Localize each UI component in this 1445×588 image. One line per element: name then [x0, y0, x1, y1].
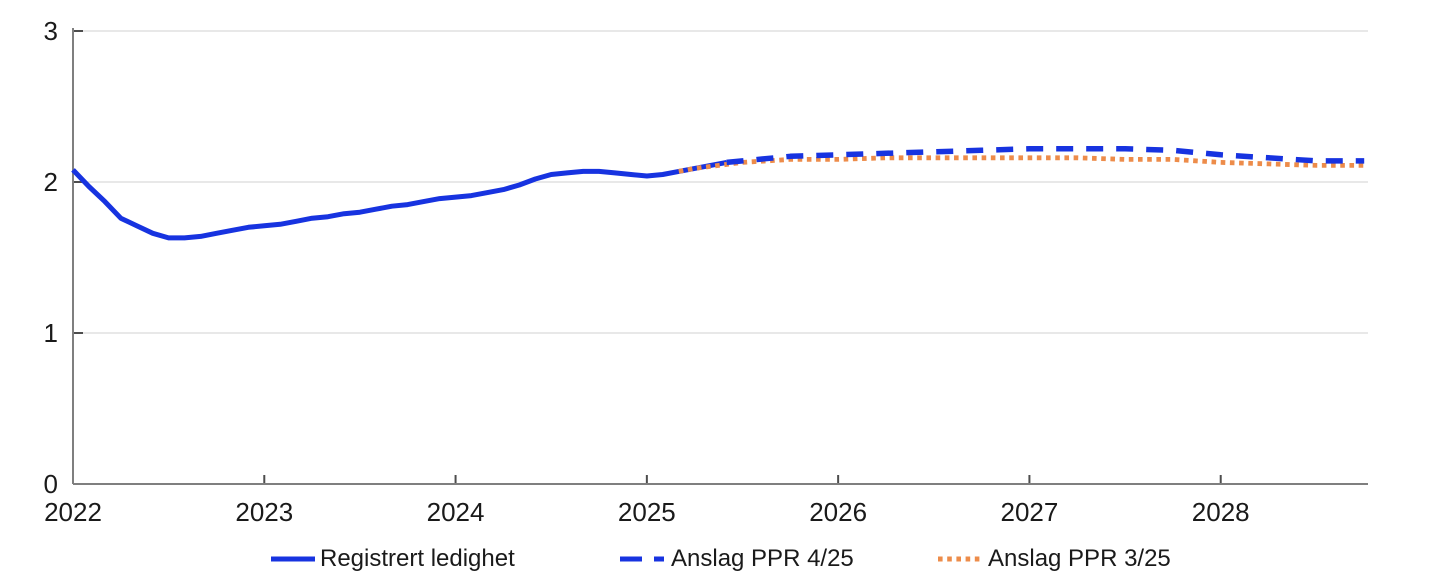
y-tick-label: 1 [44, 318, 58, 348]
y-tick-label: 3 [44, 16, 58, 46]
legend-item-registrert-ledighet: Registrert ledighet [271, 542, 515, 576]
dotted-line-icon [938, 556, 983, 562]
series-line-dotted [678, 155, 1365, 174]
plot-area: 0 1 2 3 2022 2023 2024 2025 2026 2027 2028 [44, 16, 1368, 527]
y-tick-label: 2 [44, 167, 58, 197]
x-tick-label: 2025 [618, 497, 676, 527]
dashed-line-icon [620, 556, 666, 562]
legend-label: Anslag PPR 3/25 [988, 545, 1171, 572]
solid-line-icon [271, 556, 315, 562]
legend-label: Anslag PPR 4/25 [671, 545, 854, 572]
legend-item-anslag-ppr-3-25: Anslag PPR 3/25 [938, 542, 1171, 576]
y-tick-label: 0 [44, 469, 58, 499]
chart-legend: Registrert ledighet Anslag PPR 4/25 Ansl… [0, 542, 1445, 578]
legend-label: Registrert ledighet [320, 545, 515, 572]
x-tick-label: 2022 [44, 497, 102, 527]
series-line-dashed [726, 146, 1365, 166]
series-line-solid [71, 159, 728, 241]
x-tick-label: 2023 [235, 497, 293, 527]
x-tick-label: 2024 [427, 497, 485, 527]
x-tick-label: 2027 [1001, 497, 1059, 527]
legend-item-anslag-ppr-4-25: Anslag PPR 4/25 [620, 542, 854, 576]
x-tick-label: 2028 [1192, 497, 1250, 527]
x-tick-label: 2026 [809, 497, 867, 527]
